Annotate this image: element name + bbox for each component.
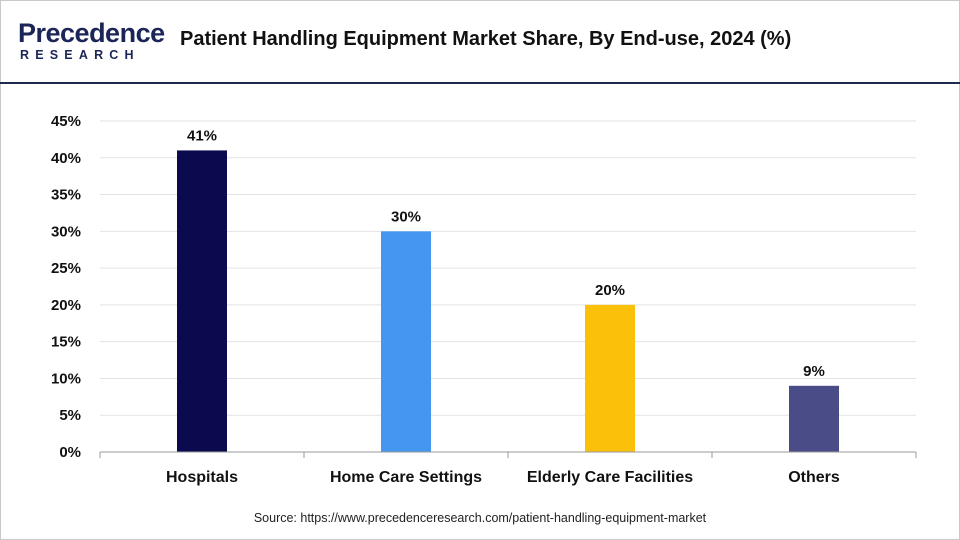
gridlines xyxy=(100,120,916,416)
chart-title: Patient Handling Equipment Market Share,… xyxy=(180,28,792,50)
x-tick-label: Elderly Care Facilities xyxy=(527,469,693,486)
y-tick-label: 5% xyxy=(59,407,81,424)
y-tick-label: 25% xyxy=(51,260,81,277)
header: Precedence RESEARCH Patient Handling Equ… xyxy=(0,0,960,84)
x-axis xyxy=(99,451,917,458)
x-tick-label: Hospitals xyxy=(166,469,238,486)
x-tick-label: Others xyxy=(788,469,840,486)
data-label: 30% xyxy=(391,208,421,225)
y-tick-label: 30% xyxy=(51,223,81,240)
logo-subtitle: RESEARCH xyxy=(20,48,140,62)
y-axis-ticks: 0% 5% 10% 15% 20% 25% 30% 35% 40% 45% xyxy=(51,113,81,461)
y-tick-label: 0% xyxy=(59,444,81,461)
category-labels: Hospitals Home Care Settings Elderly Care … xyxy=(166,469,840,486)
source-note: Source: https://www.precedenceresearch.c… xyxy=(253,511,707,525)
x-tick-label: Home Care Settings xyxy=(330,469,482,486)
y-tick-label: 15% xyxy=(51,334,81,351)
data-label: 9% xyxy=(803,363,825,380)
logo-wordmark: Precedence xyxy=(18,18,165,48)
brand-logo: Precedence RESEARCH xyxy=(18,18,165,64)
y-tick-label: 45% xyxy=(51,113,81,130)
y-tick-label: 35% xyxy=(51,187,81,204)
bar xyxy=(177,150,227,452)
data-labels: 41% 30% 20% 9% xyxy=(187,127,825,379)
bar xyxy=(381,231,431,452)
bars xyxy=(177,150,839,452)
bar xyxy=(585,304,635,452)
bar xyxy=(789,385,839,452)
y-tick-label: 20% xyxy=(51,297,81,314)
y-tick-label: 10% xyxy=(51,370,81,387)
data-label: 20% xyxy=(595,282,625,299)
data-label: 41% xyxy=(187,127,217,144)
y-tick-label: 40% xyxy=(51,150,81,167)
